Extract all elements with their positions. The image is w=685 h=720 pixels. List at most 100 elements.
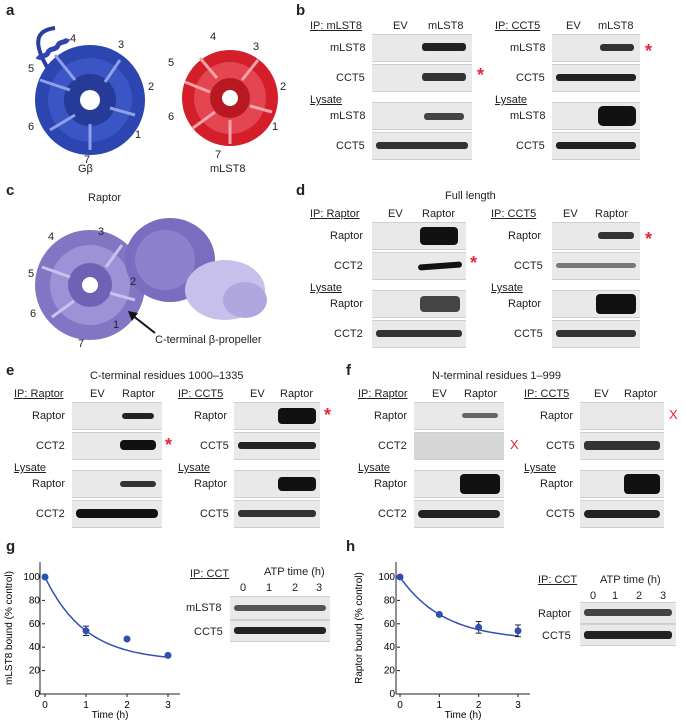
lane-label: Raptor (422, 208, 456, 220)
lane-label: EV (250, 388, 265, 400)
mlst8-num: 7 (215, 149, 221, 161)
y-tick-label: 40 (384, 642, 396, 653)
panel-label-g: g (6, 538, 16, 555)
lane-label: Raptor (464, 388, 498, 400)
row-label: CCT2 (378, 508, 407, 520)
ip-label: IP: CCT5 (178, 388, 224, 400)
y-tick-label: 20 (29, 666, 41, 677)
ip-label: IP: Raptor (358, 388, 408, 400)
mlst8-num: 1 (272, 121, 278, 133)
row-label: Raptor (538, 608, 572, 620)
gbeta-num: 3 (118, 39, 124, 51)
x-tick-label: 0 (397, 700, 403, 711)
row-label: CCT5 (200, 508, 229, 520)
red-star: * (324, 405, 332, 425)
lysate-label: Lysate (178, 462, 211, 474)
raptor-num: 2 (130, 276, 136, 288)
lane-label: mLST8 (428, 20, 464, 32)
x-tick-label: 2 (476, 700, 482, 711)
row-label: CCT5 (516, 140, 545, 152)
x-axis-label: Time (h) (445, 710, 482, 720)
raptor-num: 4 (48, 231, 54, 243)
red-star: * (477, 65, 485, 85)
lane-label: 3 (316, 582, 323, 594)
row-label: CCT5 (516, 72, 545, 84)
ip-label: IP: CCT5 (495, 20, 541, 32)
ip-label: IP: Raptor (310, 208, 360, 220)
raptor-structure-title: Raptor (88, 192, 122, 204)
mlst8-structure (182, 50, 278, 146)
lane-label: Raptor (595, 208, 629, 220)
blot-band (552, 320, 640, 348)
row-label: Raptor (540, 478, 574, 490)
row-label: CCT5 (336, 140, 365, 152)
row-label: CCT5 (200, 440, 229, 452)
y-tick-label: 100 (378, 572, 395, 583)
mlst8-num: 5 (168, 57, 174, 69)
blot-band (372, 102, 472, 130)
raptor-num: 5 (28, 268, 34, 280)
data-point (41, 573, 49, 581)
blot-band (580, 500, 664, 528)
chart-g: 0 20 40 60 80 100 0 1 2 3 mLST8 bound (% control)… (4, 562, 180, 720)
lane-label: EV (594, 388, 609, 400)
panel-label-a: a (6, 2, 15, 19)
y-tick-label: 100 (23, 572, 40, 583)
data-point (396, 573, 404, 581)
ip-label: IP: CCT5 (524, 388, 570, 400)
gbeta-num: 7 (84, 154, 90, 166)
blot-band (552, 290, 640, 318)
c-terminal-label: C-terminal β-propeller (155, 334, 262, 346)
row-label: Raptor (508, 230, 542, 242)
row-label: Raptor (194, 410, 228, 422)
red-star: * (470, 253, 478, 273)
panel-label-e: e (6, 362, 15, 379)
x-tick-label: 2 (124, 700, 130, 711)
blot-band (72, 470, 162, 498)
data-point (82, 627, 90, 635)
raptor-num: 6 (30, 308, 36, 320)
lane-label: EV (563, 208, 578, 220)
gbeta-num: 5 (28, 63, 34, 75)
panel-label-h: h (346, 538, 356, 555)
blot-band (372, 64, 472, 92)
gbeta-structure (35, 26, 145, 155)
row-label: CCT2 (378, 440, 407, 452)
blot-header: ATP time (h) (264, 566, 325, 578)
data-point (475, 623, 483, 631)
y-tick-label: 40 (29, 642, 41, 653)
row-label: CCT5 (546, 508, 575, 520)
lane-label: EV (393, 20, 408, 32)
lysate-label: Lysate (310, 282, 343, 294)
ip-label: IP: CCT (190, 568, 230, 580)
mlst8-num: 2 (280, 81, 286, 93)
lane-label: Raptor (624, 388, 658, 400)
row-label: mLST8 (510, 110, 546, 122)
blot-band (72, 432, 162, 460)
blot-band (372, 132, 472, 160)
row-label: Raptor (194, 478, 228, 490)
red-x-mark: X (669, 407, 678, 422)
panel-e-title: C-terminal residues 1000–1335 (90, 370, 244, 382)
fit-curve (44, 576, 169, 658)
blot-band (414, 470, 504, 498)
lysate-label: Lysate (491, 282, 524, 294)
blot-band (372, 290, 466, 318)
gbeta-num: 2 (148, 81, 154, 93)
row-label: CCT5 (542, 630, 571, 642)
x-tick-label: 3 (165, 700, 171, 711)
blot-band (580, 624, 676, 646)
row-label: Raptor (330, 230, 364, 242)
row-label: Raptor (32, 410, 66, 422)
mlst8-num: 3 (253, 41, 259, 53)
lane-label: Raptor (122, 388, 156, 400)
raptor-num: 7 (78, 338, 84, 350)
blot-band (414, 402, 504, 430)
row-label: mLST8 (186, 602, 222, 614)
lysate-label: Lysate (14, 462, 47, 474)
chart-h: 0 20 40 60 80 100 0 1 2 3 Raptor bound (% control… (354, 562, 530, 720)
blot-band (552, 34, 640, 62)
data-point (514, 627, 522, 635)
mlst8-num: 4 (210, 31, 216, 43)
x-tick-label: 1 (437, 700, 443, 711)
